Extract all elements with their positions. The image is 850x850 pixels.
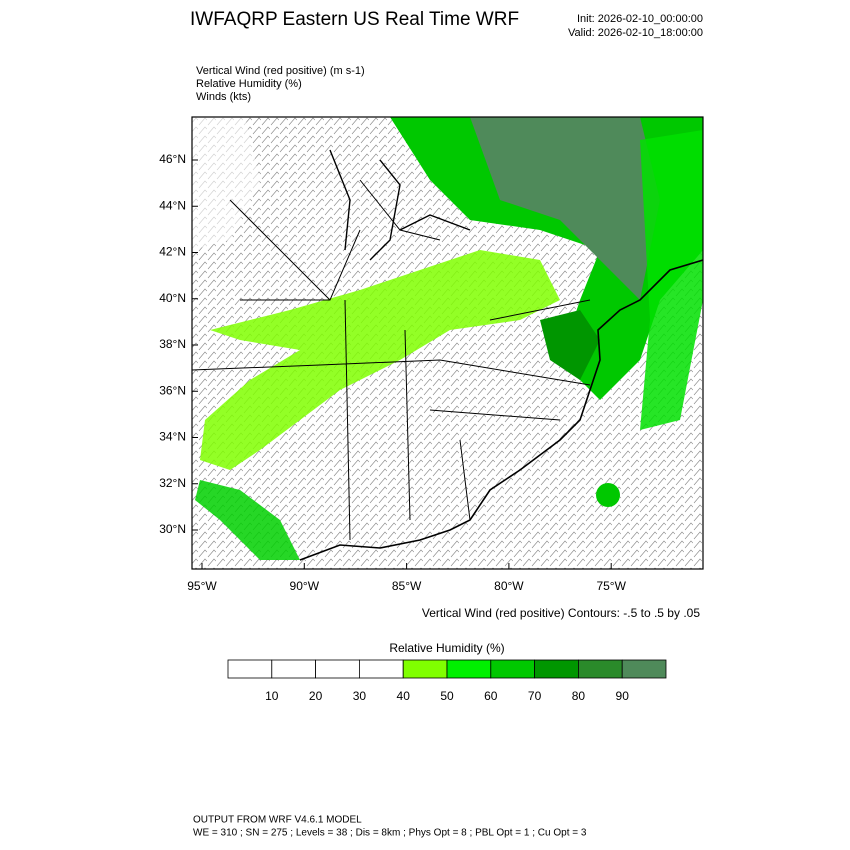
valid-time: Valid: 2026-02-10_18:00:00 bbox=[568, 27, 703, 39]
map bbox=[191, 116, 704, 570]
colorbar-box bbox=[315, 659, 360, 679]
footer-line: WE = 310 ; SN = 275 ; Levels = 38 ; Dis … bbox=[193, 828, 587, 839]
colorbar-label: 40 bbox=[397, 689, 411, 703]
contour-note: Vertical Wind (red positive) Contours: -… bbox=[422, 606, 700, 620]
colorbar-box bbox=[621, 659, 667, 679]
map-field bbox=[192, 117, 703, 569]
colorbar-label: 10 bbox=[265, 689, 279, 703]
colorbar-box bbox=[578, 659, 623, 679]
lat-label: 36°N bbox=[159, 383, 186, 397]
lat-label: 44°N bbox=[159, 198, 186, 212]
field-label: Relative Humidity (%) bbox=[196, 78, 302, 90]
lon-label: 75°W bbox=[596, 579, 626, 593]
colorbar-label: 30 bbox=[353, 689, 367, 703]
lat-label: 30°N bbox=[159, 522, 186, 536]
colorbar-box bbox=[446, 659, 492, 679]
lon-label: 80°W bbox=[494, 579, 524, 593]
colorbar-box bbox=[271, 659, 316, 679]
lat-label: 42°N bbox=[159, 245, 186, 259]
colorbar-label: 50 bbox=[440, 689, 454, 703]
lat-label: 40°N bbox=[159, 291, 186, 305]
lon-label: 85°W bbox=[392, 579, 422, 593]
colorbar-label: 60 bbox=[484, 689, 498, 703]
colorbar-label: 90 bbox=[616, 689, 630, 703]
colorbar-box bbox=[227, 659, 273, 679]
lat-label: 32°N bbox=[159, 476, 186, 490]
colorbar-box bbox=[358, 659, 404, 679]
map-frame bbox=[191, 116, 704, 570]
colorbar-box bbox=[490, 659, 535, 679]
lat-label: 38°N bbox=[159, 337, 186, 351]
init-time: Init: 2026-02-10_00:00:00 bbox=[577, 13, 703, 25]
colorbar-box bbox=[534, 659, 579, 679]
field-label: Vertical Wind (red positive) (m s-1) bbox=[196, 65, 365, 77]
footer-line: OUTPUT FROM WRF V4.6.1 MODEL bbox=[193, 815, 362, 826]
colorbar-box bbox=[402, 659, 448, 679]
field-label: Winds (kts) bbox=[196, 91, 251, 103]
colorbar-title: Relative Humidity (%) bbox=[389, 641, 504, 655]
title: IWFAQRP Eastern US Real Time WRF bbox=[190, 9, 519, 30]
lat-label: 34°N bbox=[159, 430, 186, 444]
colorbar-label: 20 bbox=[309, 689, 323, 703]
lat-label: 46°N bbox=[159, 152, 186, 166]
lon-label: 95°W bbox=[187, 579, 217, 593]
lon-label: 90°W bbox=[290, 579, 320, 593]
colorbar-label: 70 bbox=[528, 689, 542, 703]
colorbar-label: 80 bbox=[572, 689, 586, 703]
